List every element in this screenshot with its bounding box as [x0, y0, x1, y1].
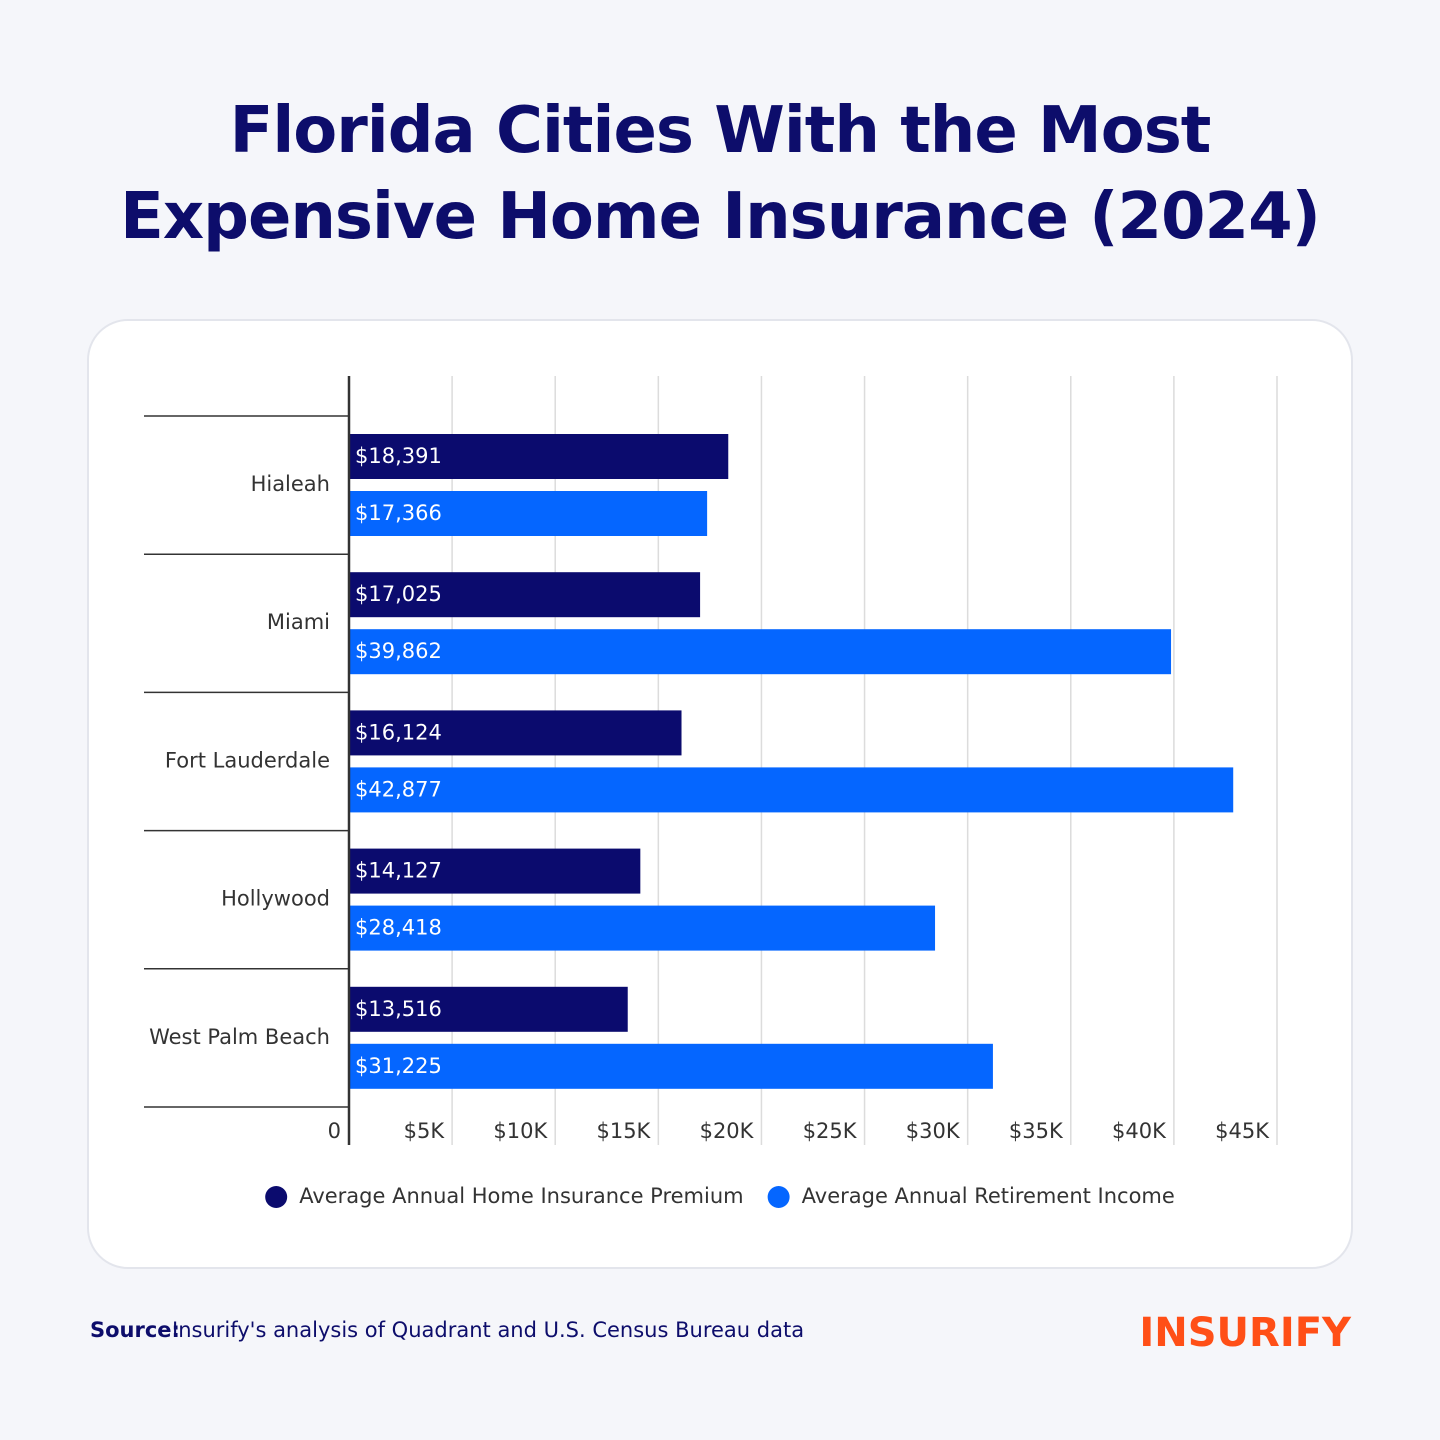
value-label: $39,862 [355, 639, 442, 663]
legend-label: Average Annual Home Insurance Premium [299, 1184, 743, 1208]
x-tick-label: $35K [1009, 1119, 1064, 1143]
bar [349, 434, 729, 479]
x-tick-label: $20K [700, 1119, 755, 1143]
x-tick-label: 0 [328, 1119, 341, 1143]
category-label: Hollywood [221, 887, 330, 911]
legend-label: Average Annual Retirement Income [802, 1184, 1175, 1208]
bar [349, 572, 701, 618]
x-tick-label: $10K [493, 1119, 548, 1143]
value-label: $17,025 [355, 582, 442, 606]
chart-title: Florida Cities With the Most Expensive H… [120, 94, 1321, 254]
bar [349, 629, 1172, 675]
value-label: $18,391 [355, 444, 442, 468]
value-label: $16,124 [355, 720, 442, 744]
bar [349, 491, 708, 536]
value-label: $13,516 [355, 997, 442, 1021]
bar [349, 1043, 993, 1089]
category-label: Fort Lauderdale [165, 748, 330, 772]
x-tick-label: $25K [803, 1119, 858, 1143]
value-label: $42,877 [355, 777, 442, 801]
bar [349, 767, 1234, 813]
value-label: $31,225 [355, 1054, 442, 1078]
bar [349, 905, 936, 951]
x-tick-label: $45K [1215, 1119, 1270, 1143]
legend-marker [265, 1186, 288, 1208]
x-tick-label: $40K [1112, 1119, 1167, 1143]
logo: INSURIFY [1139, 1310, 1352, 1356]
bar [349, 848, 641, 894]
value-label: $14,127 [355, 859, 442, 883]
source-text: Insurify's analysis of Quadrant and U.S.… [172, 1318, 804, 1342]
x-tick-label: $5K [404, 1119, 446, 1143]
source-label: Source: [90, 1318, 180, 1342]
x-tick-label: $30K [906, 1119, 961, 1143]
bar [349, 986, 628, 1032]
category-label: Hialeah [251, 472, 330, 496]
category-label: Miami [267, 610, 330, 634]
category-label: West Palm Beach [149, 1025, 330, 1049]
bar [349, 710, 682, 756]
legend-marker [767, 1186, 790, 1208]
value-label: $28,418 [355, 916, 442, 940]
x-tick-label: $15K [596, 1119, 651, 1143]
value-label: $17,366 [355, 501, 442, 525]
